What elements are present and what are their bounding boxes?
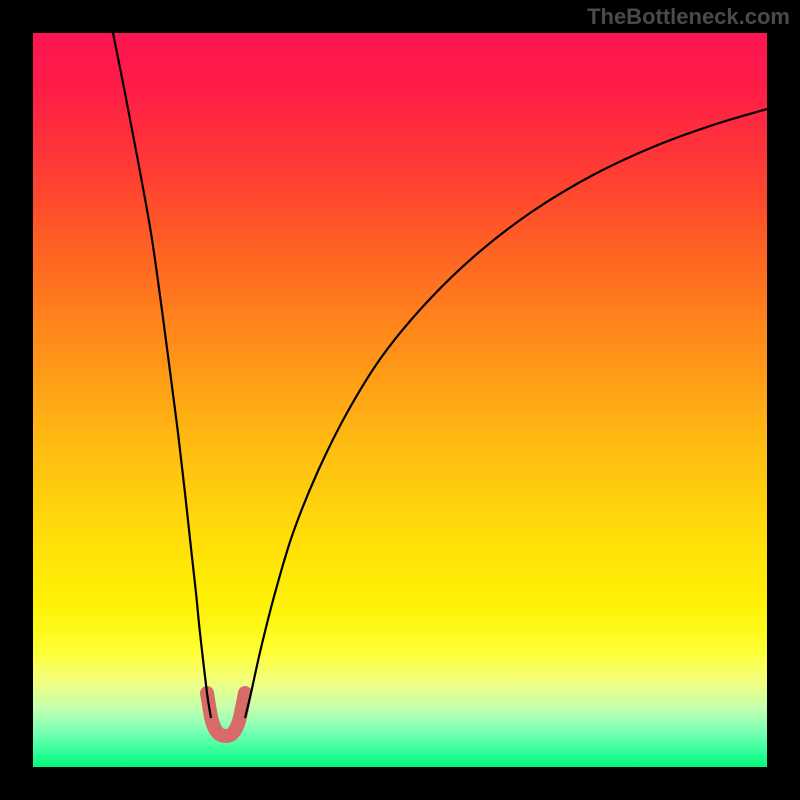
chart-container: TheBottleneck.com: [0, 0, 800, 800]
watermark-text: TheBottleneck.com: [587, 4, 790, 30]
curve-layer: [33, 33, 767, 767]
curve-right-branch: [245, 109, 767, 718]
plot-area: [33, 33, 767, 767]
trough-highlight: [207, 693, 245, 736]
curve-left-branch: [113, 33, 211, 718]
